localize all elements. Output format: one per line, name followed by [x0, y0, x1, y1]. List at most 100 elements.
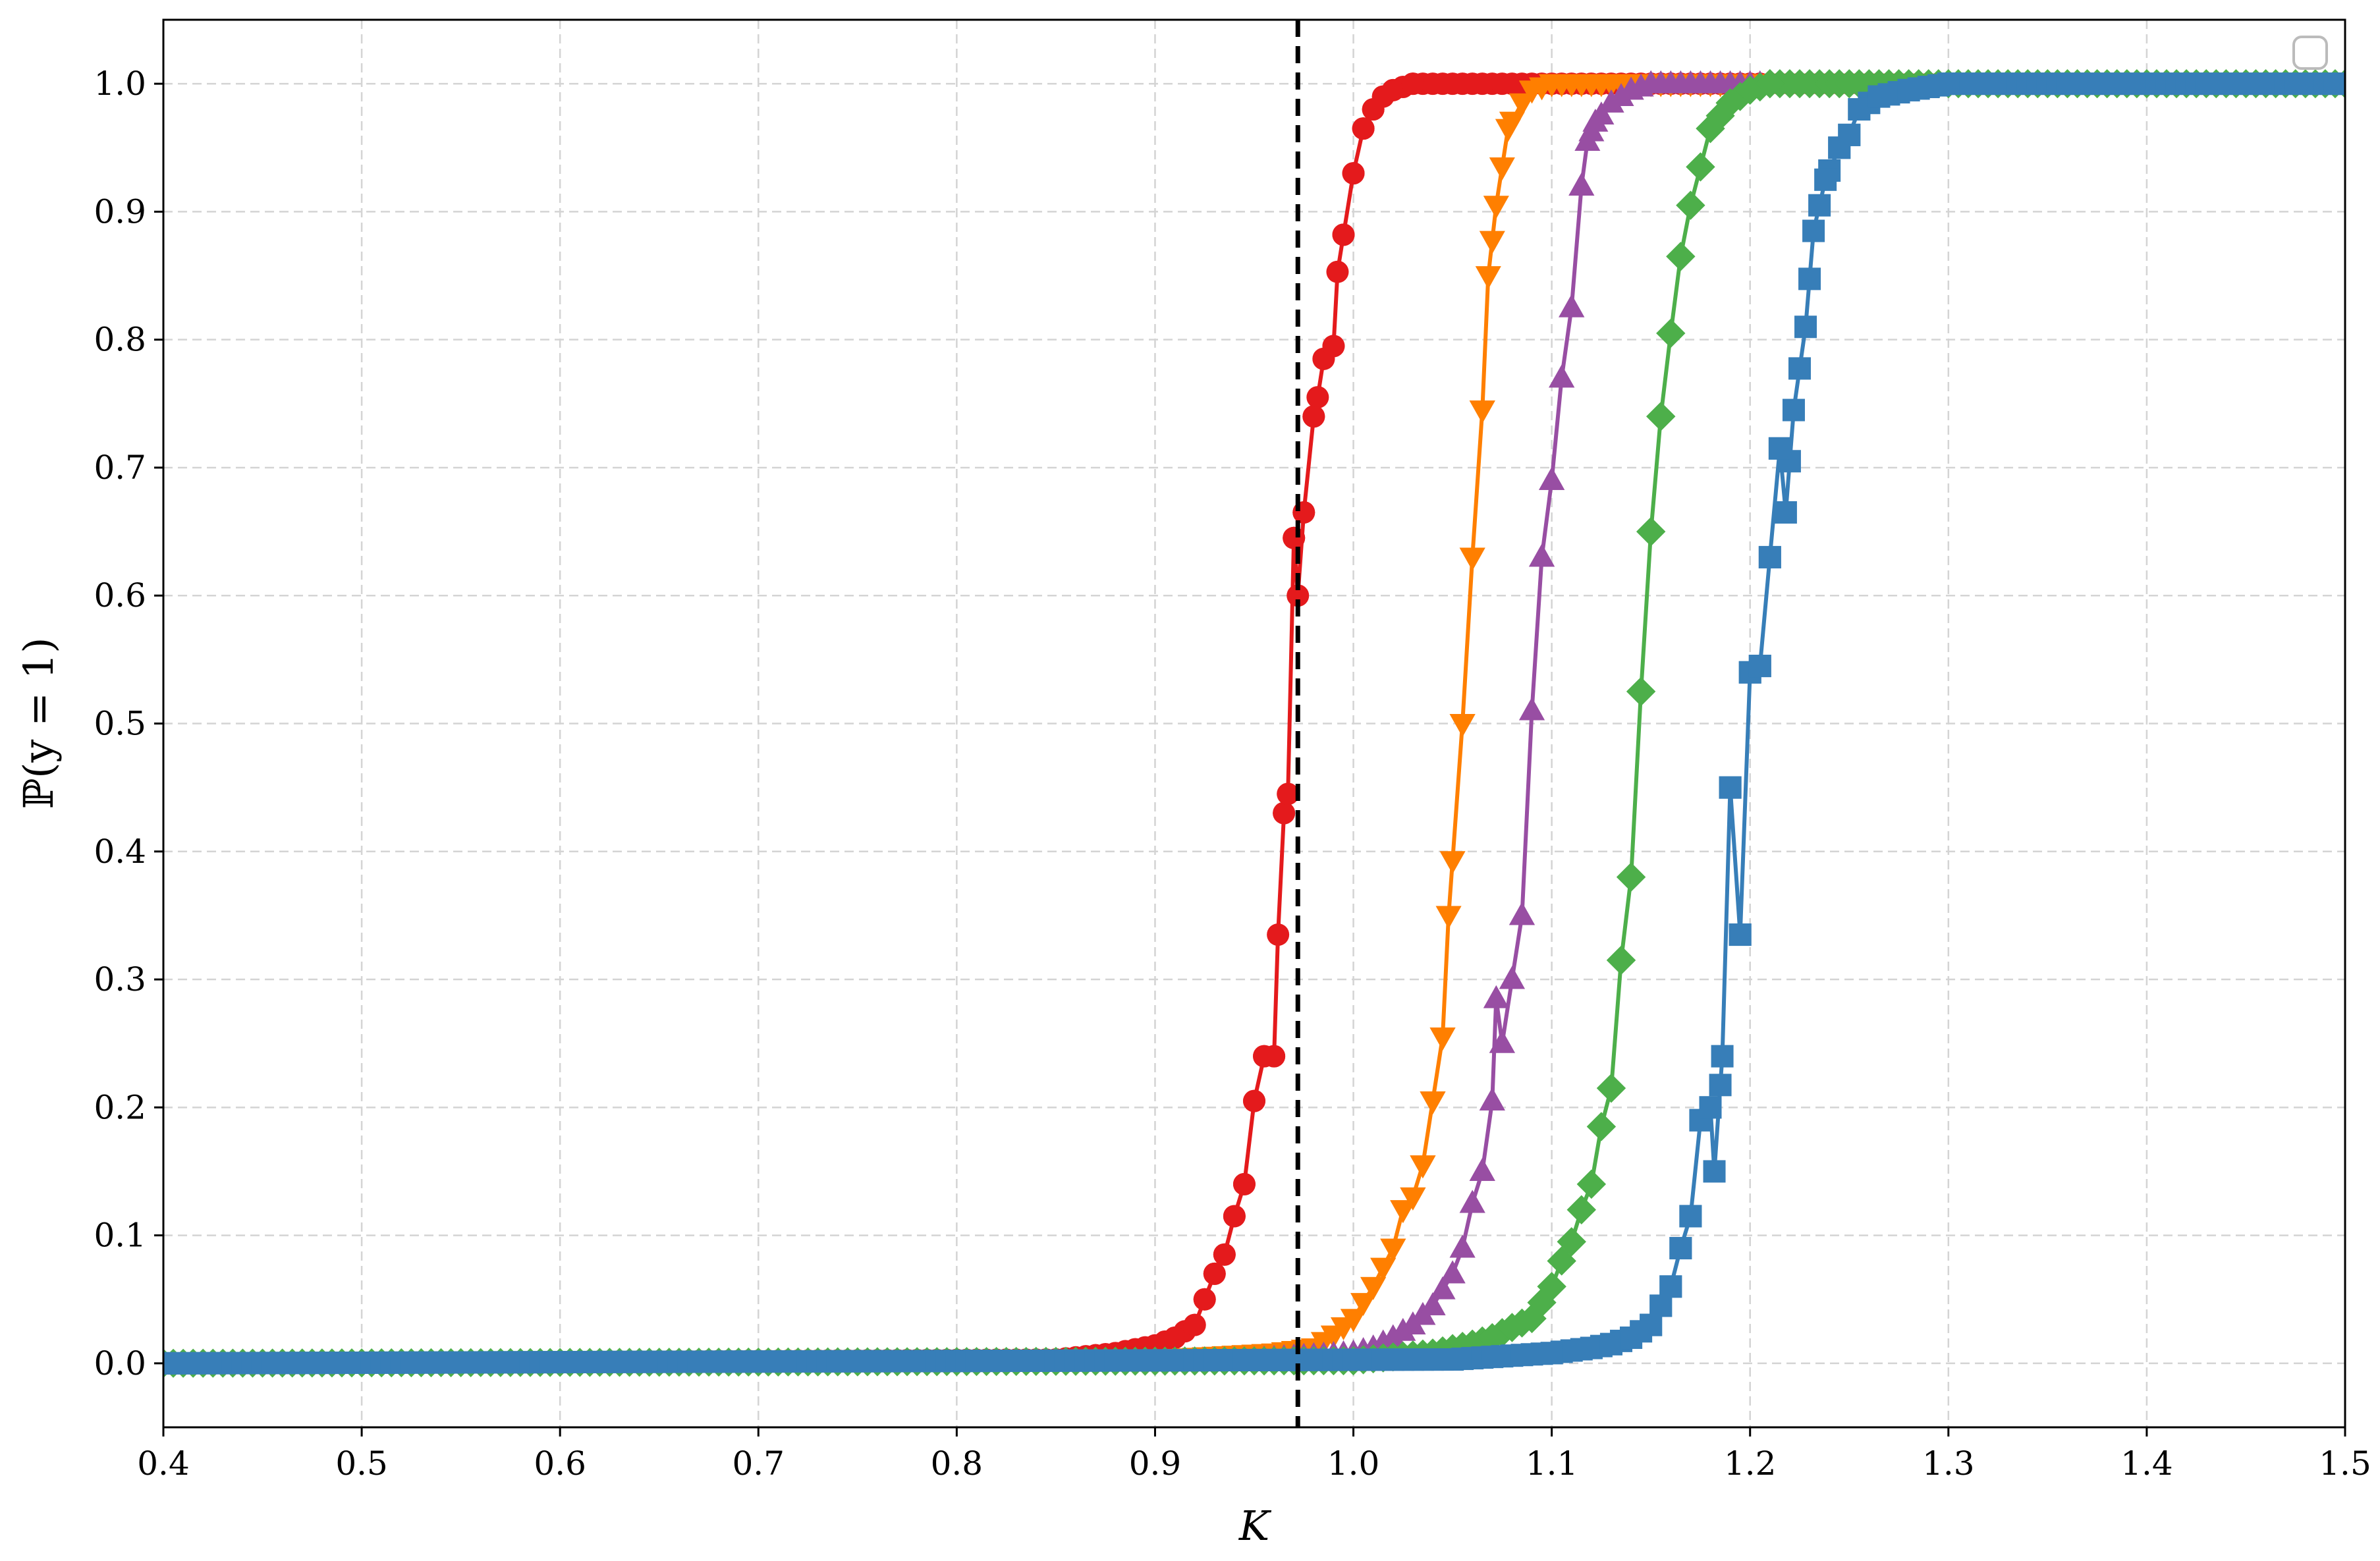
data-point	[1686, 152, 1715, 182]
data-point	[1302, 405, 1325, 428]
data-point	[1640, 1313, 1663, 1336]
data-point	[1435, 906, 1462, 929]
x-tick-label: 0.6	[534, 1444, 586, 1483]
data-point	[1441, 1348, 1464, 1371]
data-point	[1616, 862, 1646, 892]
series-layer	[163, 69, 2345, 1378]
data-point	[1808, 194, 1831, 217]
data-point	[1322, 335, 1345, 358]
data-point	[1489, 157, 1515, 180]
data-point	[1449, 714, 1476, 737]
data-point	[1429, 1027, 1456, 1051]
data-point	[1381, 78, 1404, 101]
x-tick-label: 1.0	[1327, 1444, 1380, 1483]
data-point	[1213, 1243, 1236, 1266]
data-point	[1539, 466, 1565, 490]
data-point	[1798, 267, 1821, 290]
data-point	[1479, 231, 1505, 254]
x-tick-label: 0.9	[1129, 1444, 1182, 1483]
data-point	[1267, 923, 1290, 946]
y-axis-ticks: 0.0 0.1 0.2 0.3 0.4 0.5 0.6 0.7 0.8 0.9 1.0	[94, 65, 163, 1383]
data-point	[1599, 1332, 1622, 1356]
data-point	[1332, 223, 1355, 246]
data-point	[1401, 72, 1424, 96]
y-tick-label: 0.0	[94, 1344, 146, 1383]
data-point	[1340, 1309, 1367, 1332]
data-point	[1420, 1091, 1446, 1115]
data-point	[1350, 1293, 1377, 1316]
data-point	[1360, 1276, 1387, 1300]
data-point	[1794, 315, 1817, 339]
x-tick-label: 1.2	[1724, 1444, 1777, 1483]
y-tick-label: 1.0	[94, 65, 146, 103]
x-tick-label: 1.3	[1922, 1444, 1975, 1483]
data-point	[1814, 168, 1837, 191]
data-point	[1729, 923, 1752, 946]
data-point	[1868, 85, 1891, 108]
series-4	[163, 72, 2345, 1375]
data-point	[1449, 1234, 1476, 1258]
data-point	[1838, 123, 1861, 146]
data-point	[1802, 219, 1825, 242]
data-point	[1768, 437, 1791, 460]
data-point	[1263, 1045, 1286, 1068]
data-point	[1539, 74, 1565, 97]
y-tick-label: 0.9	[94, 192, 146, 231]
y-tick-label: 0.1	[94, 1217, 146, 1255]
data-point	[1699, 1096, 1722, 1119]
data-point	[1163, 1327, 1186, 1350]
data-point	[1508, 902, 1536, 925]
data-point	[1429, 1276, 1456, 1300]
series-markers	[163, 72, 2345, 1375]
data-point	[1495, 119, 1521, 142]
x-tick-label: 0.7	[733, 1444, 785, 1483]
y-tick-label: 0.7	[94, 449, 146, 487]
data-point	[1243, 1089, 1265, 1112]
x-tick-label: 1.5	[2319, 1444, 2371, 1483]
y-tick-label: 0.5	[94, 705, 146, 743]
data-point	[1559, 294, 1585, 317]
data-point	[1320, 1325, 1346, 1349]
data-point	[1679, 1205, 1702, 1228]
data-point	[1326, 260, 1349, 283]
data-point	[1273, 802, 1296, 825]
data-point	[1183, 1313, 1206, 1336]
data-point	[1638, 70, 1664, 94]
x-tick-label: 0.8	[931, 1444, 983, 1483]
data-point	[1380, 1238, 1406, 1262]
x-tick-label: 0.4	[137, 1444, 190, 1483]
x-tick-label: 1.1	[1526, 1444, 1578, 1483]
data-point	[1782, 398, 1805, 422]
data-point	[1669, 1237, 1692, 1260]
y-tick-label: 0.6	[94, 576, 146, 615]
data-point	[1193, 1288, 1216, 1311]
data-point	[1469, 1158, 1495, 1181]
data-point	[1400, 1187, 1426, 1211]
data-point	[1475, 266, 1501, 289]
y-tick-label: 0.2	[94, 1088, 146, 1126]
data-point	[1483, 196, 1509, 219]
data-point	[1537, 1272, 1566, 1301]
data-point	[1489, 1029, 1515, 1053]
data-point	[1937, 72, 1960, 96]
data-point	[1659, 1275, 1682, 1298]
data-point	[1287, 584, 1310, 607]
data-point	[1758, 545, 1781, 568]
data-point	[1626, 676, 1656, 707]
data-point	[1676, 190, 1705, 220]
data-point	[1420, 1292, 1446, 1315]
data-point	[1518, 697, 1545, 721]
data-point	[1203, 1262, 1226, 1285]
data-point	[1574, 128, 1601, 151]
data-point	[1517, 1303, 1547, 1333]
data-point	[1774, 501, 1797, 524]
data-point	[1576, 1169, 1606, 1199]
data-point	[1711, 1045, 1734, 1068]
data-point	[1557, 1227, 1586, 1257]
data-point	[1598, 89, 1624, 113]
data-point	[1788, 357, 1811, 380]
data-point	[1508, 93, 1536, 117]
data-point	[1606, 945, 1636, 975]
data-point	[1469, 400, 1495, 424]
